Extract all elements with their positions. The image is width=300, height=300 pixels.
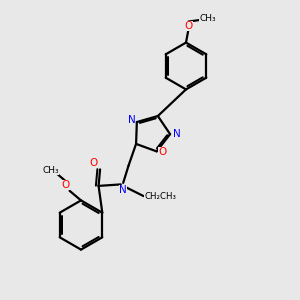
Text: CH₂CH₃: CH₂CH₃	[144, 192, 176, 201]
Text: O: O	[89, 158, 98, 168]
Text: CH₃: CH₃	[43, 166, 59, 175]
Text: O: O	[158, 147, 166, 157]
Text: CH₃: CH₃	[199, 14, 216, 23]
Text: N: N	[173, 128, 181, 139]
Text: O: O	[184, 21, 193, 31]
Text: O: O	[61, 180, 70, 190]
Text: N: N	[128, 115, 135, 124]
Text: N: N	[119, 184, 127, 194]
